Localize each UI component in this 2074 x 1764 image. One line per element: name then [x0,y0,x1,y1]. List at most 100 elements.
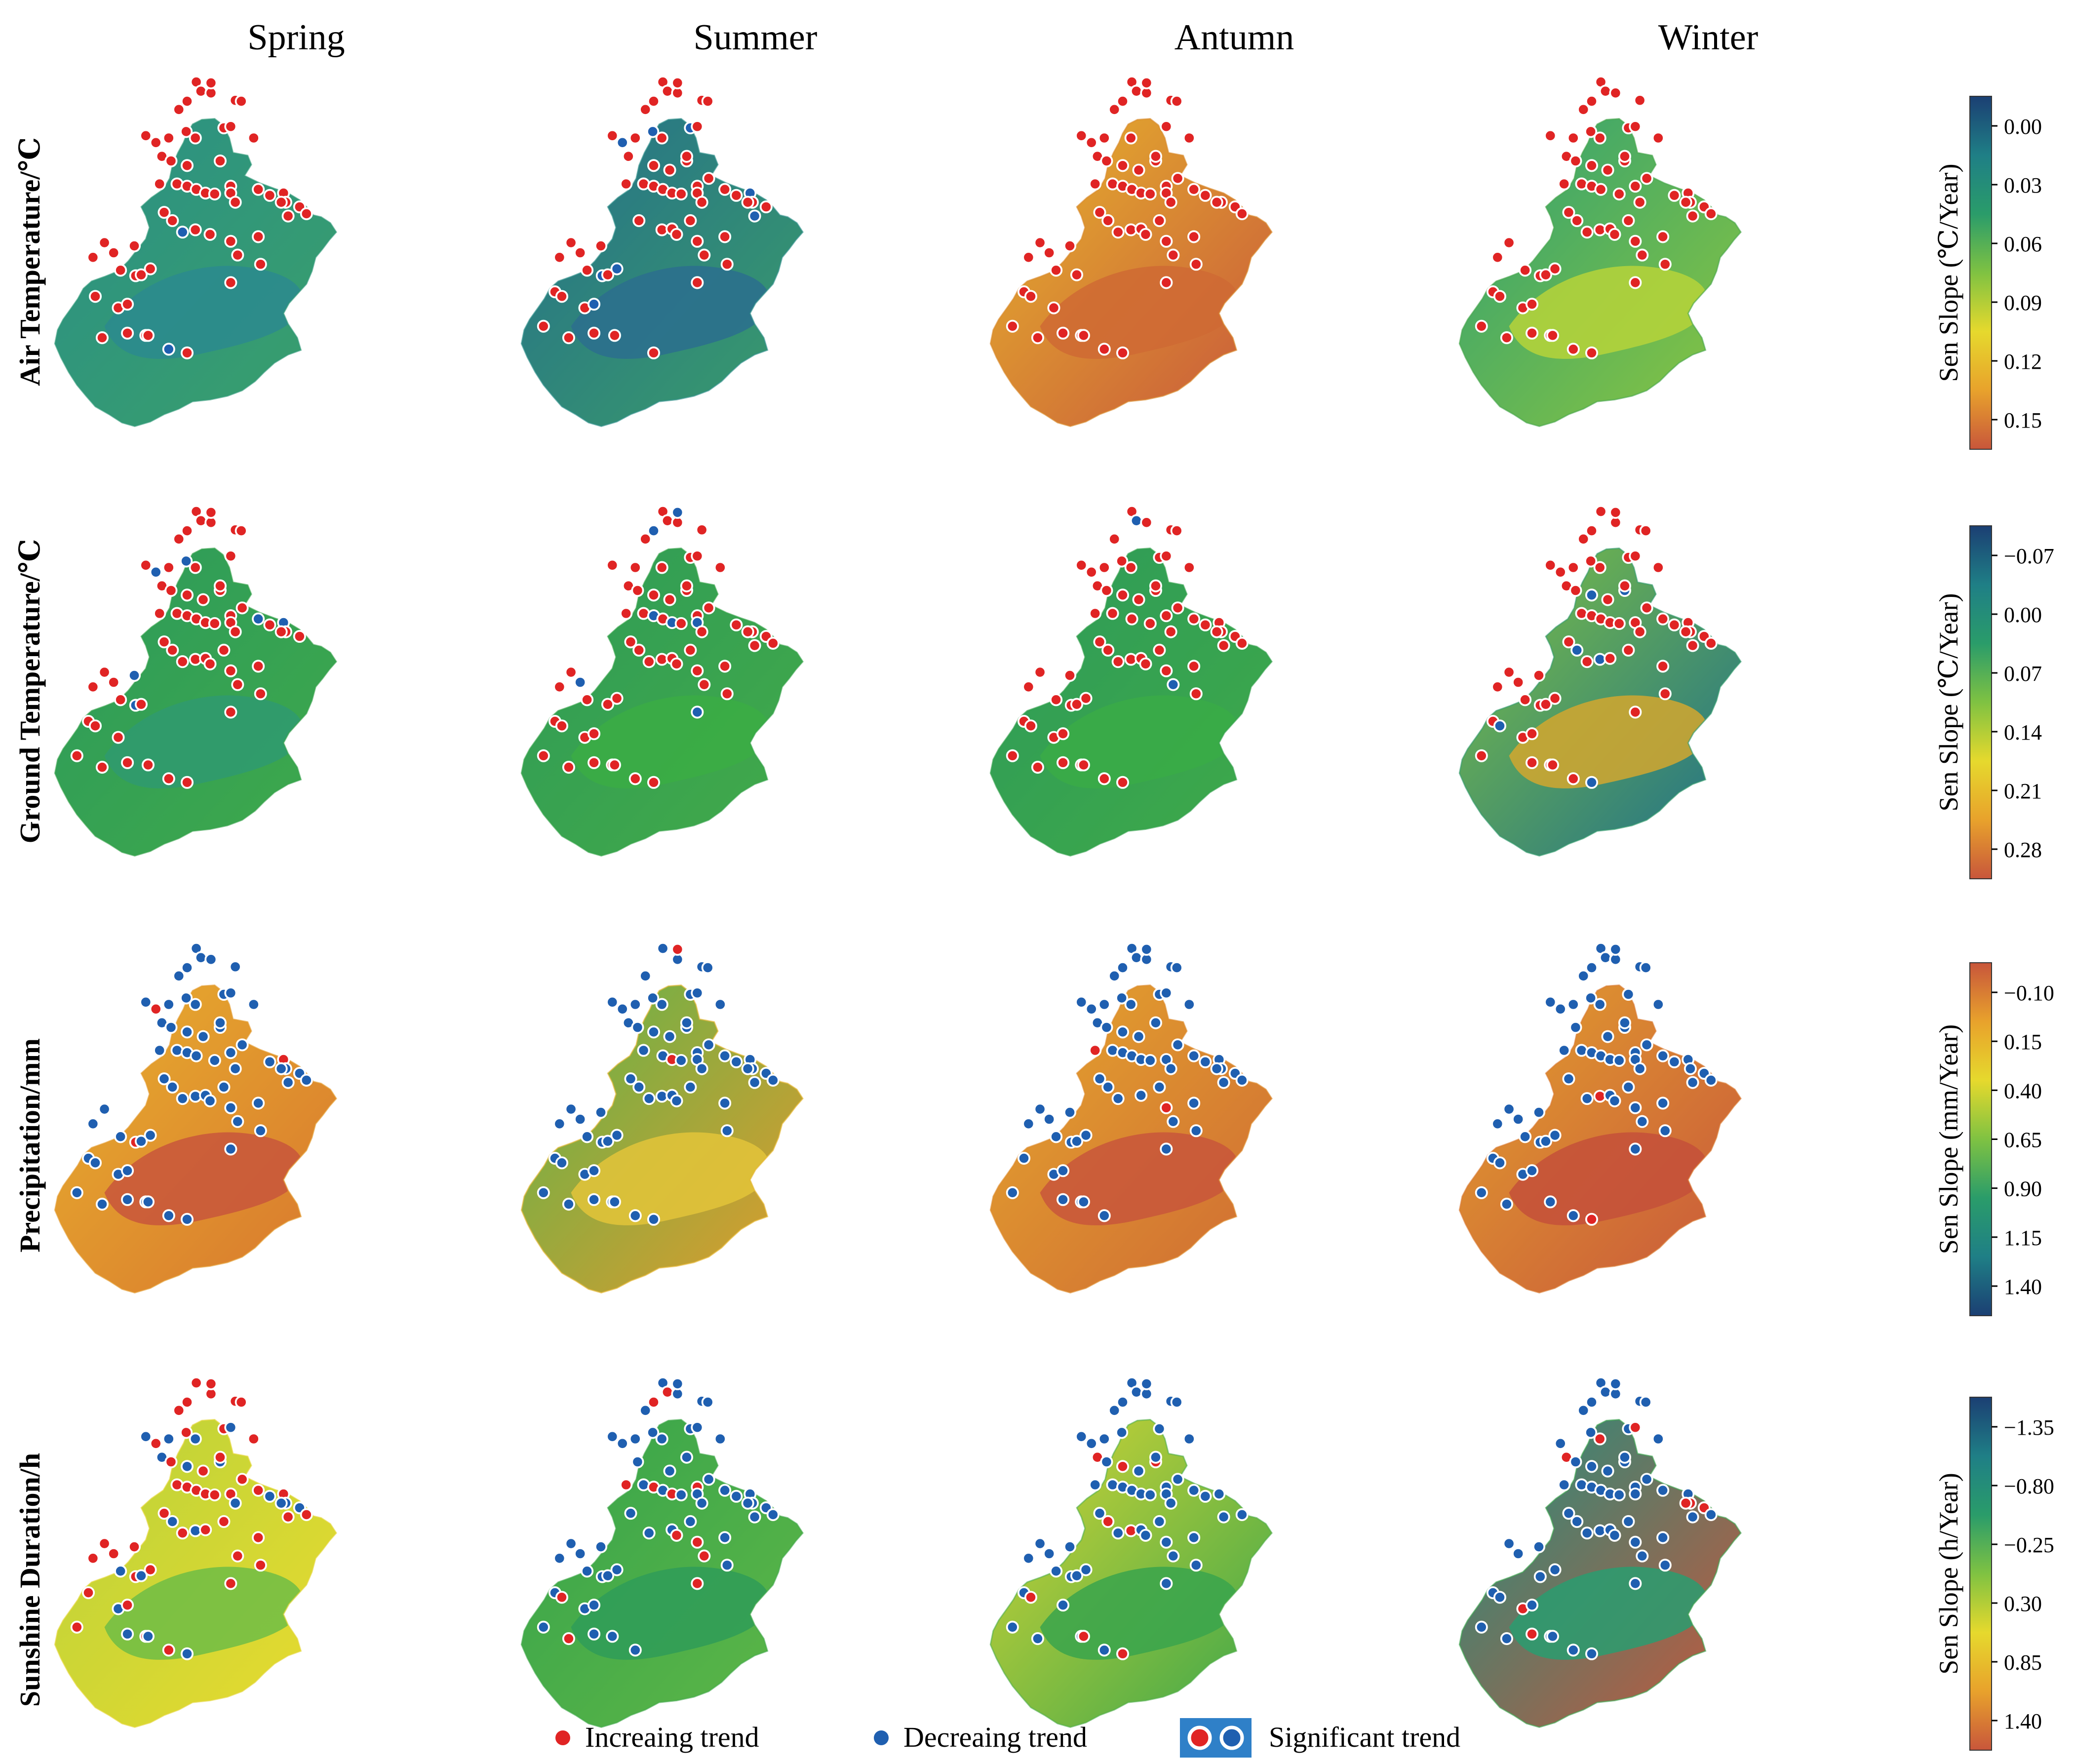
station-decrease-marker [587,1627,601,1641]
map-panel-ground-temperature-winter [1458,505,1742,857]
station-increase-marker [684,643,697,657]
station-increase-marker [574,246,587,260]
column-header-spring: Spring [247,17,345,58]
station-decrease-marker [224,1101,237,1114]
station-increase-marker [274,196,288,209]
station-increase-marker [1593,1432,1606,1446]
station-increase-marker [107,675,120,689]
station-decrease-marker [637,1044,650,1057]
station-increase-marker [1171,172,1184,185]
station-increase-marker [139,129,153,142]
station-increase-marker [581,264,594,277]
station-increase-marker [702,172,715,185]
station-decrease-marker [1108,969,1121,982]
station-increase-marker [300,1508,313,1521]
station-decrease-marker [1686,1076,1699,1089]
station-decrease-marker [594,1106,608,1119]
station-increase-marker [663,163,676,177]
station-increase-marker [553,251,566,264]
station-increase-marker [1006,749,1019,762]
station-decrease-marker [1199,1490,1212,1503]
station-increase-marker [1686,639,1699,652]
station-increase-marker [204,76,218,89]
station-decrease-marker [766,1508,780,1521]
station-decrease-marker [1622,988,1635,1001]
station-increase-marker [1594,183,1607,196]
station-decrease-marker [610,262,624,275]
station-decrease-marker [1558,1478,1571,1491]
station-increase-marker [204,1377,218,1390]
station-decrease-marker [564,1102,578,1116]
station-decrease-marker [224,1421,237,1434]
station-decrease-marker [180,1647,194,1660]
station-increase-marker [231,1549,244,1563]
station-decrease-marker [1554,1437,1567,1450]
station-increase-marker [1594,505,1607,518]
legend: Increaing trend Decreaing trend Signific… [555,1718,1460,1758]
station-increase-marker [235,1396,248,1409]
station-increase-marker [1063,669,1077,682]
station-increase-marker [1629,235,1642,248]
station-decrease-marker [1093,1072,1106,1086]
station-decrease-marker [224,1046,237,1059]
station-decrease-marker [300,1073,313,1087]
station-decrease-marker [1539,1135,1553,1148]
colorbar-ramp [1969,525,1992,879]
station-decrease-marker [695,1062,708,1075]
station-decrease-marker [1149,1016,1162,1029]
colorbar-title: Sen Slope (h/Year) [1934,1473,1963,1674]
station-decrease-marker [1111,1092,1125,1105]
station-increase-marker [252,1531,265,1544]
station-increase-marker [112,731,125,744]
station-decrease-marker [1618,1450,1631,1464]
station-increase-marker [1164,625,1177,638]
column-headers: Spring Summer Antumn Winter [247,17,1758,58]
station-increase-marker [555,290,569,303]
station-decrease-marker [180,991,193,1005]
station-decrease-marker [1217,1510,1230,1524]
station-decrease-marker [1022,1552,1035,1565]
station-increase-marker [208,187,221,200]
station-increase-marker [1111,655,1125,668]
station-increase-marker [1704,207,1718,220]
station-increase-marker [95,761,109,774]
station-decrease-marker [1033,1537,1047,1550]
station-increase-marker [680,579,693,592]
station-decrease-marker [616,136,629,149]
station-decrease-marker [1618,1016,1631,1029]
station-decrease-marker [141,1195,155,1209]
station-increase-marker [170,1478,184,1491]
station-increase-marker [759,200,773,214]
station-increase-marker [1079,692,1093,705]
station-increase-marker [107,246,120,260]
station-increase-marker [1519,264,1532,277]
station-increase-marker [1566,561,1580,574]
station-decrease-marker [1070,1569,1084,1582]
station-increase-marker [1100,584,1113,597]
station-decrease-marker [581,1130,594,1143]
station-increase-marker [661,514,674,527]
station-decrease-marker [1570,643,1584,657]
map-panel-sunshine-duration-winter [1458,1376,1742,1728]
colorbar-tick-label: 0.65 [2004,1128,2042,1152]
station-increase-marker [1593,131,1606,145]
station-decrease-marker [639,1404,652,1417]
station-increase-marker [1187,612,1201,626]
station-increase-marker [1612,617,1626,630]
station-increase-marker [1189,687,1203,701]
station-increase-marker [189,223,202,236]
station-increase-marker [180,588,194,602]
station-increase-marker [1153,643,1166,657]
station-increase-marker [1116,1460,1130,1473]
station-decrease-marker [730,1055,743,1068]
station-increase-marker [194,514,207,527]
station-decrease-marker [1570,1515,1584,1528]
station-decrease-marker [1217,1076,1230,1089]
column-header-winter: Winter [1658,17,1759,58]
station-increase-marker [1633,625,1646,638]
station-decrease-marker [1668,1055,1681,1068]
station-decrease-marker [1577,1404,1590,1417]
station-increase-marker [718,183,732,196]
station-increase-marker [1101,1515,1115,1528]
station-increase-marker [1132,593,1145,606]
